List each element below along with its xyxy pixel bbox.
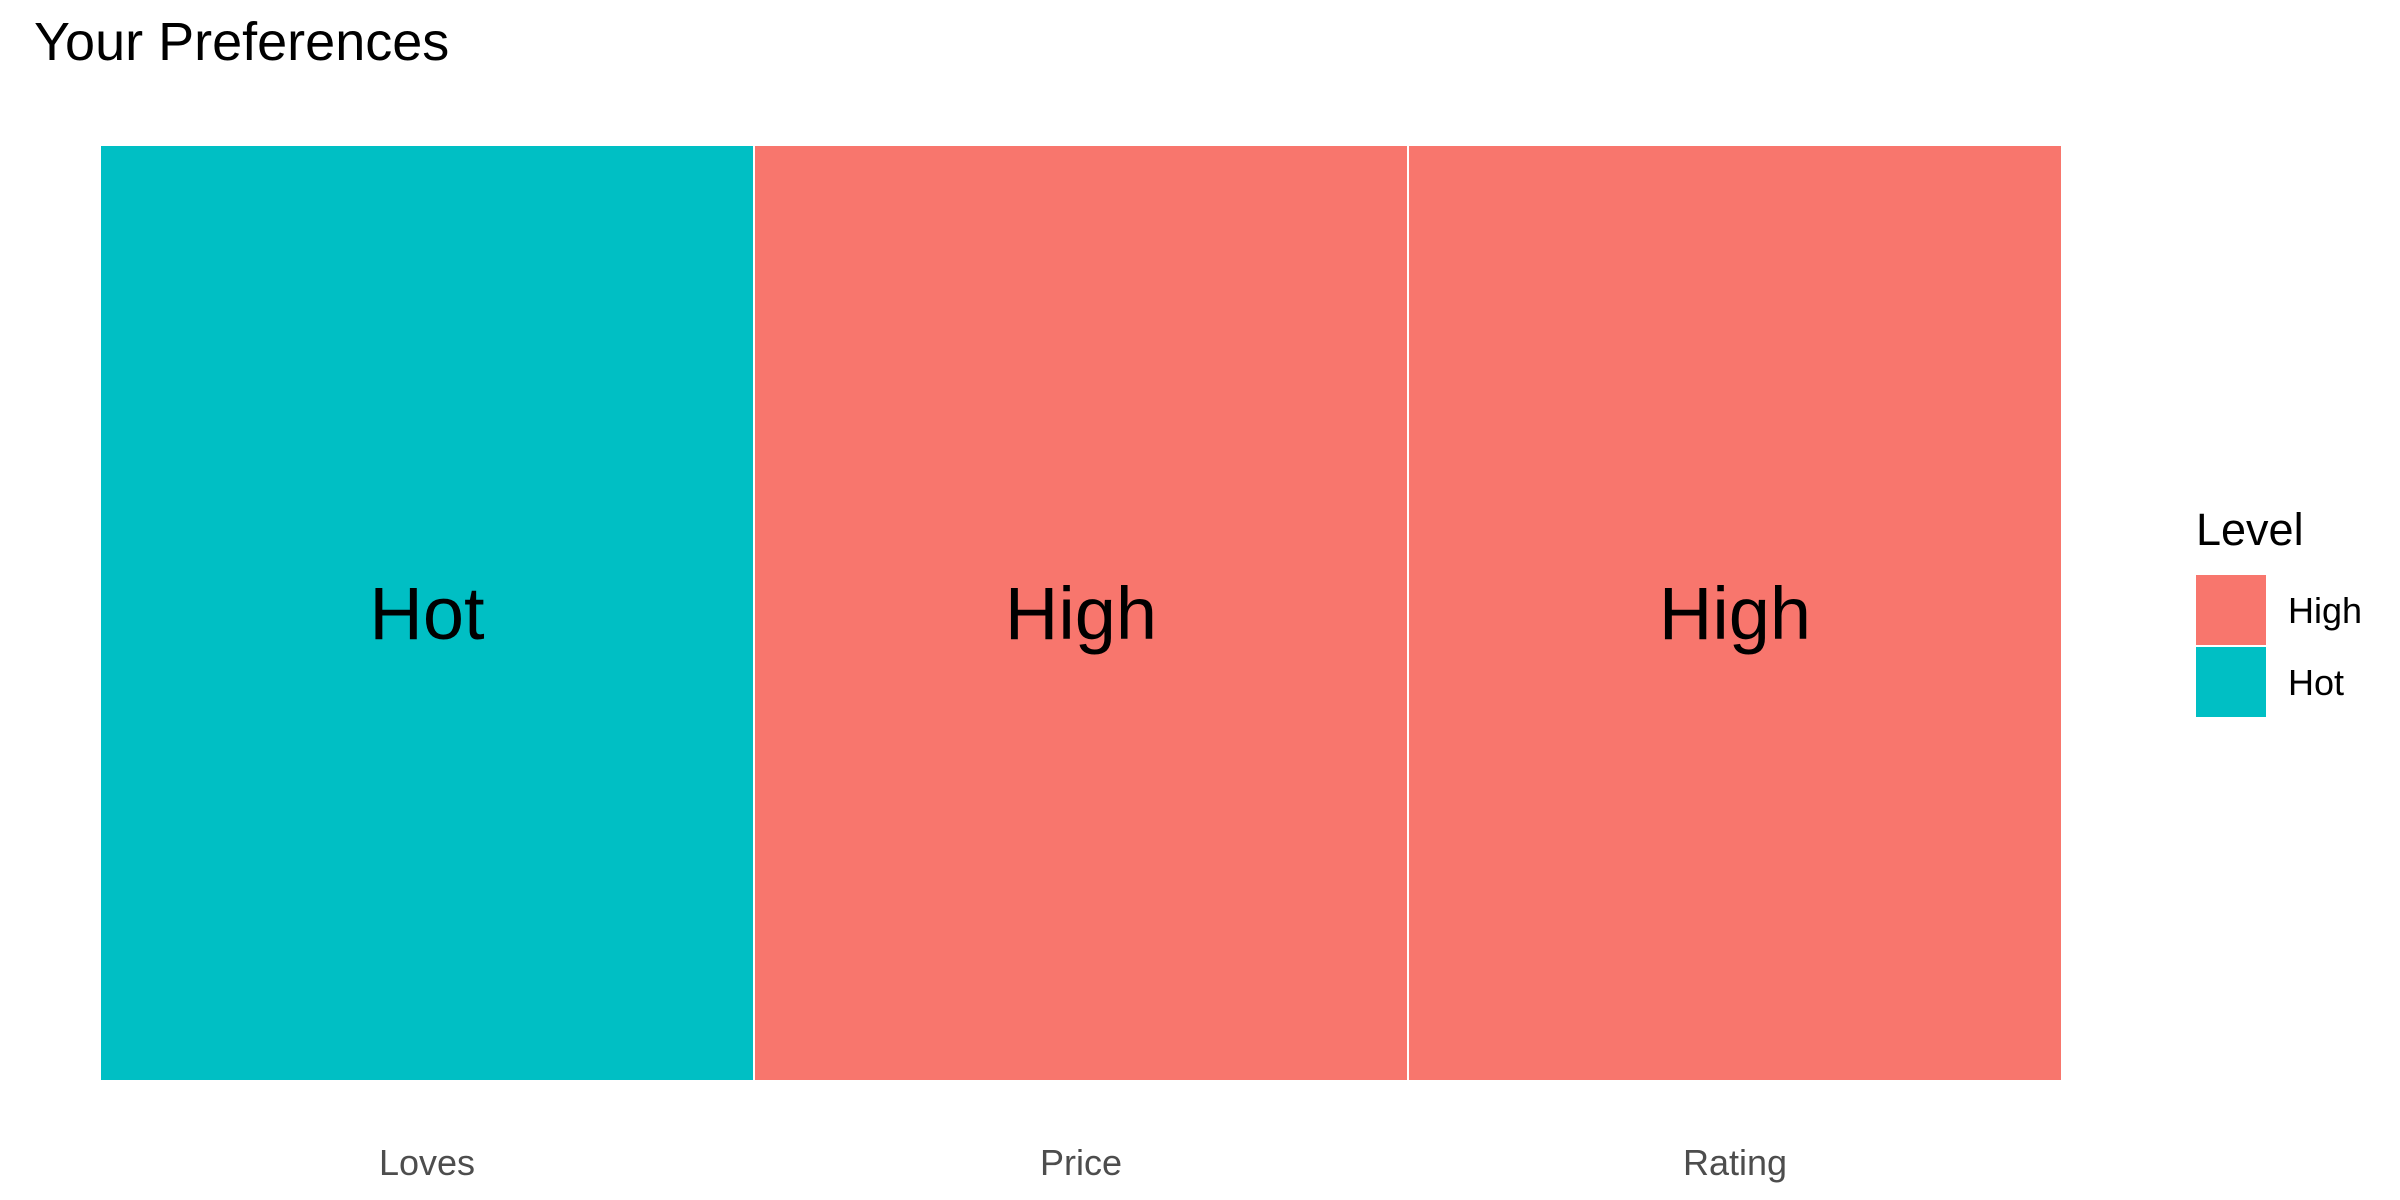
tile-label-loves: Hot (369, 572, 485, 655)
legend: Level High Hot (2196, 504, 2362, 717)
legend-title: Level (2196, 504, 2304, 555)
chart-title: Your Preferences (34, 12, 449, 72)
tiles-layer: Hot High High (99, 144, 2063, 1082)
tile-label-price: High (1005, 572, 1157, 655)
legend-key-hot (2196, 647, 2266, 717)
legend-key-high (2196, 575, 2266, 645)
legend-label-hot: Hot (2288, 662, 2344, 703)
legend-label-high: High (2288, 590, 2362, 631)
x-tick-label-price: Price (1040, 1142, 1122, 1183)
tile-label-rating: High (1659, 572, 1811, 655)
x-tick-label-rating: Rating (1683, 1142, 1787, 1183)
x-tick-label-loves: Loves (379, 1142, 475, 1183)
tile-rating (1407, 144, 2063, 1082)
x-axis: Loves Price Rating (379, 1142, 1787, 1183)
tile-price (753, 144, 1409, 1082)
tile-loves (99, 144, 755, 1082)
